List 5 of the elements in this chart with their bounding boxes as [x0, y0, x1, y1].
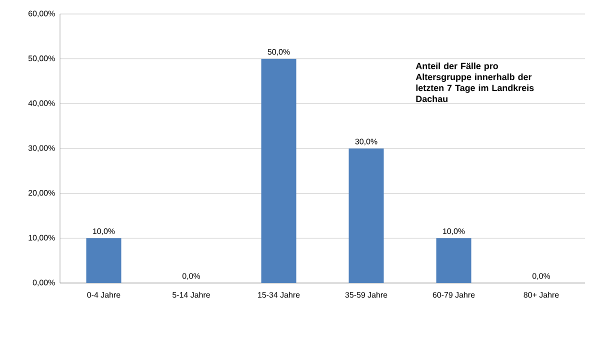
bar: [436, 238, 472, 283]
bar: [86, 238, 122, 283]
text: Anteil der Fälle pro Altersgruppe innerhalb der letzten 7 Tage im Landkreis Dachau: [416, 62, 534, 102]
bar: [348, 148, 384, 283]
bar: [261, 58, 296, 283]
